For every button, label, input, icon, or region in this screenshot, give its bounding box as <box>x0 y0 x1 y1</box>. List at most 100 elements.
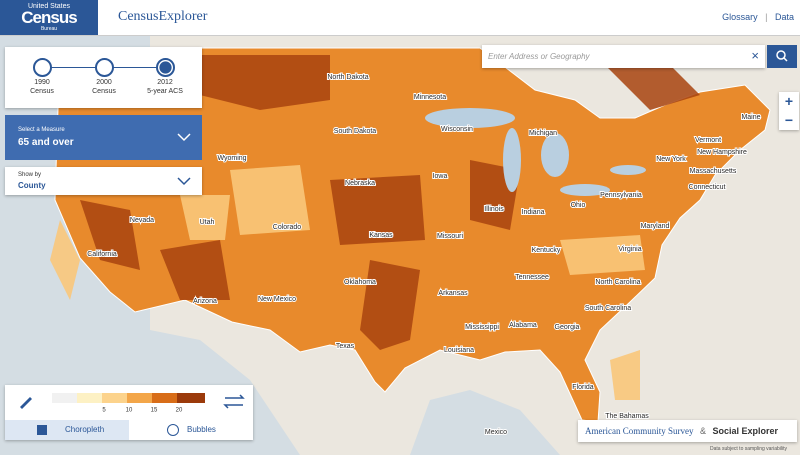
lake-michigan <box>503 128 521 192</box>
choropleth-tab[interactable]: Choropleth <box>5 420 129 440</box>
map-label: Nevada <box>130 217 154 224</box>
map-label: North Carolina <box>595 279 640 286</box>
map-label: Michigan <box>529 130 557 137</box>
swap-icon[interactable] <box>223 394 245 409</box>
timeline-panel: 1990 Census 2000 Census 2012 5-year ACS <box>5 47 202 108</box>
map-label: Maine <box>741 114 760 121</box>
map-label: Alabama <box>509 322 537 329</box>
map-label: Georgia <box>555 324 580 331</box>
search-placeholder: Enter Address or Geography <box>488 52 590 61</box>
map-label: Maryland <box>641 223 670 230</box>
map-label: Connecticut <box>689 184 726 191</box>
map-label: Kentucky <box>532 247 561 254</box>
timeline-label: 5-year ACS <box>147 88 183 95</box>
map-label: Missouri <box>437 233 464 240</box>
map-label: Wisconsin <box>441 126 473 133</box>
map-label: South Carolina <box>585 305 631 312</box>
timeline-node[interactable] <box>33 58 52 77</box>
acs-logo[interactable]: American Community Survey <box>585 426 694 436</box>
map-label: Tennessee <box>515 274 549 281</box>
timeline-year: 1990 <box>34 79 50 86</box>
map-label: Mexico <box>485 429 507 436</box>
map-label: New York <box>656 156 686 163</box>
map-label: Arkansas <box>438 290 468 297</box>
sampling-note: Data subject to sampling variability <box>710 446 787 452</box>
brush-icon[interactable] <box>20 397 32 409</box>
map-label: North Dakota <box>327 74 368 81</box>
search-box[interactable]: Enter Address or Geography × <box>482 45 765 68</box>
social-explorer-logo[interactable]: Social Explorer <box>712 426 779 436</box>
legend-swatches <box>52 393 205 403</box>
bubbles-tab[interactable]: Bubbles <box>129 420 253 440</box>
map-label: Colorado <box>273 224 302 231</box>
map-label: New Hampshire <box>697 149 747 156</box>
timeline-node[interactable] <box>95 58 114 77</box>
lake-superior <box>425 108 515 128</box>
app-title: CensusExplorer <box>118 9 208 24</box>
show-by-value: County <box>18 181 46 190</box>
data-link[interactable]: Data <box>774 12 794 22</box>
map-label: Louisiana <box>444 347 474 354</box>
measure-caption: Select a Measure <box>18 127 65 133</box>
map-labels: North Dakota Minnesota South Dakota Wiscons… <box>86 73 761 437</box>
map-label: The Bahamas <box>605 413 649 420</box>
chevron <box>177 133 191 142</box>
timeline-year: 2012 <box>157 79 173 86</box>
zoom-out[interactable]: − <box>784 112 794 128</box>
bubbles-icon <box>167 423 179 436</box>
legend-panel: 5 10 15 20 Choropleth Bubbles <box>5 385 253 440</box>
timeline-label: Census <box>30 88 54 95</box>
glossary-link[interactable]: Glossary <box>722 12 758 22</box>
clear-button[interactable]: × <box>751 48 759 63</box>
map-label: Pennsylvania <box>600 192 642 199</box>
ampersand: & <box>700 426 707 436</box>
map-label: Oklahoma <box>344 279 376 286</box>
map-label: Wyoming <box>217 155 246 162</box>
header-links: Glossary | Data <box>722 12 794 22</box>
show-by-selector[interactable]: Show by County <box>5 167 202 195</box>
high-share-areas <box>80 55 700 350</box>
zoom-control: + − <box>779 92 799 130</box>
logo-main: Census <box>21 8 77 27</box>
bubbles-label: Bubbles <box>187 425 216 434</box>
map-label: California <box>87 251 117 258</box>
timeline-label: Census <box>92 88 116 95</box>
legend-tick: 5 <box>102 408 106 414</box>
logo-top: United States <box>27 3 71 10</box>
map-label: Iowa <box>433 173 448 180</box>
census-logo[interactable]: United States Census Bureau <box>0 0 98 35</box>
legend-tick: 20 <box>176 408 183 414</box>
measure-selector[interactable]: Select a Measure 65 and over <box>5 115 202 160</box>
map-label: Utah <box>200 219 215 226</box>
lake-erie <box>560 184 610 196</box>
legend-tick: 15 <box>151 408 158 414</box>
map-label: Nebraska <box>345 180 375 187</box>
map-label: Florida <box>572 384 594 391</box>
choropleth-icon <box>37 424 47 435</box>
choropleth-label: Choropleth <box>65 425 105 434</box>
map-label: New Mexico <box>258 296 296 303</box>
lake-huron <box>541 133 569 177</box>
logo-sub: Bureau <box>40 26 58 32</box>
map-label: Texas <box>336 343 355 350</box>
map-label: Kansas <box>369 232 393 239</box>
map-label: Ohio <box>571 202 586 209</box>
search-icon <box>776 50 788 62</box>
timeline-year: 2000 <box>96 79 112 86</box>
chevron <box>177 177 191 186</box>
show-by-caption: Show by <box>18 172 42 178</box>
attribution: American Community Survey & Social Explo… <box>578 420 797 442</box>
measure-value: 65 and over <box>18 137 74 148</box>
map-label: Virginia <box>618 246 641 253</box>
lake-ontario <box>610 165 646 175</box>
map-label: South Dakota <box>334 128 377 135</box>
separator: | <box>765 12 768 22</box>
timeline-node[interactable] <box>156 58 175 77</box>
header: United States Census Bureau CensusExplor… <box>0 0 800 36</box>
legend: 5 10 15 20 <box>20 393 245 414</box>
search-button[interactable] <box>767 45 797 68</box>
map-label: Massachusetts <box>690 168 737 175</box>
zoom-in[interactable]: + <box>784 93 794 109</box>
